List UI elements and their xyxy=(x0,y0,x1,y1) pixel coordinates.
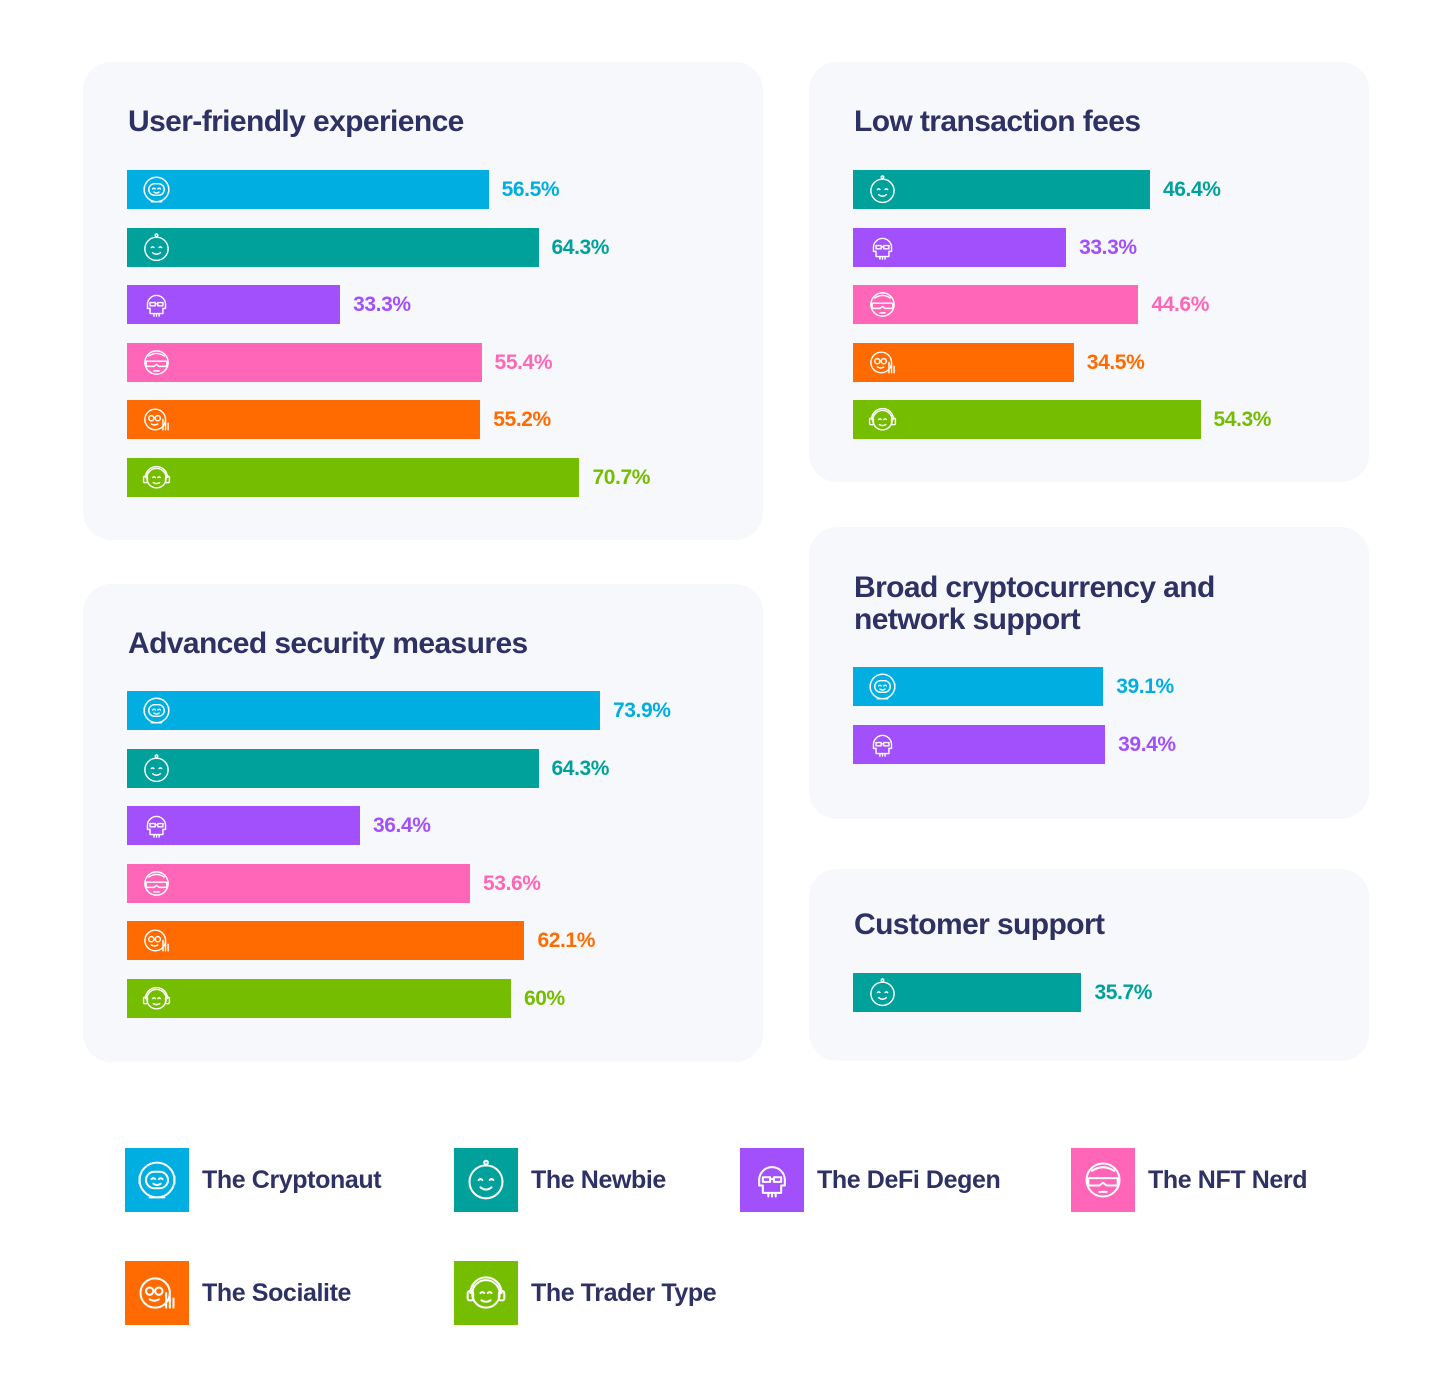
waving-face-icon xyxy=(139,1277,175,1309)
legend-swatch xyxy=(125,1148,189,1212)
bar-newbie xyxy=(127,227,539,267)
chart-card-broad-crypto-support: Broad cryptocurrency and network support… xyxy=(809,527,1369,819)
chart-card-low-transaction-fees: Low transaction fees 46.4% 33.3% 44.6% 34.5… xyxy=(809,62,1369,482)
bar-defi xyxy=(127,806,360,846)
bar-trader xyxy=(127,978,511,1018)
bar-defi xyxy=(853,724,1106,764)
baby-face-icon xyxy=(870,175,895,204)
bar-newbie xyxy=(853,170,1150,209)
bar-value-label: 55.4% xyxy=(494,350,553,374)
skull-sunglasses-icon xyxy=(872,237,893,260)
bar-newbie xyxy=(127,748,539,788)
astronaut-icon xyxy=(869,673,896,700)
chart-card-user-friendly-experience: User-friendly experience 56.5% 64.3% 33.3%… xyxy=(83,62,763,540)
bar-value-label: 39.1% xyxy=(1116,675,1174,698)
baby-face-icon xyxy=(870,978,895,1007)
bar-value-label: 33.3% xyxy=(1079,235,1137,259)
legend-swatch xyxy=(454,1148,518,1212)
vr-goggles-face-icon xyxy=(1085,1162,1121,1198)
chart-title: Customer support xyxy=(854,908,1105,941)
legend-label: The Cryptonaut xyxy=(202,1166,382,1194)
bar-socialite xyxy=(853,342,1074,382)
bar-value-label: 60% xyxy=(524,986,565,1010)
baby-face-icon xyxy=(144,232,169,261)
bar-value-label: 44.6% xyxy=(1151,293,1209,317)
bar-newbie xyxy=(853,973,1082,1012)
bar-value-label: 64.3% xyxy=(551,235,610,259)
baby-face-icon xyxy=(468,1159,504,1200)
waving-face-icon xyxy=(144,929,169,952)
astronaut-icon xyxy=(143,697,170,724)
headset-face-icon xyxy=(466,1276,506,1309)
chart-title: User-friendly experience xyxy=(128,105,464,138)
legend: The Cryptonaut The Newbie The DeFi Degen… xyxy=(125,1148,1375,1328)
bar-trader xyxy=(127,457,580,497)
legend-label: The Socialite xyxy=(202,1279,352,1307)
chart-card-customer-support: Customer support 35.7% xyxy=(809,869,1369,1061)
vr-goggles-face-icon xyxy=(870,292,895,318)
legend-label: The NFT Nerd xyxy=(1148,1166,1308,1194)
bar-value-label: 70.7% xyxy=(592,465,651,489)
bar-value-label: 64.3% xyxy=(551,756,610,780)
bar-value-label: 56.5% xyxy=(501,178,560,201)
bar-nft xyxy=(853,285,1139,325)
bar-value-label: 33.3% xyxy=(353,293,411,317)
bar-cryptonaut xyxy=(853,667,1104,706)
chart-card-advanced-security-measures: Advanced security measures 73.9% 64.3% 36.… xyxy=(83,584,763,1062)
bar-value-label: 62.1% xyxy=(537,929,595,953)
skull-sunglasses-icon xyxy=(146,815,167,839)
vr-goggles-face-icon xyxy=(144,870,169,896)
waving-face-icon xyxy=(144,408,169,431)
bar-value-label: 53.6% xyxy=(483,871,541,895)
bar-cryptonaut xyxy=(127,691,600,730)
headset-face-icon xyxy=(142,986,171,1010)
legend-swatch xyxy=(1071,1148,1135,1212)
vr-goggles-face-icon xyxy=(144,349,169,375)
bar-value-label: 54.3% xyxy=(1213,408,1272,432)
bar-value-label: 73.9% xyxy=(612,699,671,722)
bar-value-label: 34.5% xyxy=(1086,350,1145,374)
baby-face-icon xyxy=(144,753,169,782)
astronaut-icon xyxy=(138,1161,176,1199)
legend-label: The Newbie xyxy=(531,1166,666,1194)
bar-nft xyxy=(127,863,471,903)
bar-value-label: 46.4% xyxy=(1162,178,1221,201)
skull-sunglasses-icon xyxy=(872,734,893,757)
legend-label: The Trader Type xyxy=(531,1279,717,1307)
bar-socialite xyxy=(127,921,525,961)
legend-swatch xyxy=(125,1261,189,1325)
skull-sunglasses-icon xyxy=(146,294,167,318)
chart-title: Broad cryptocurrency and network support xyxy=(854,571,1215,636)
chart-title: Advanced security measures xyxy=(128,627,528,660)
bar-cryptonaut xyxy=(127,170,489,209)
bar-trader xyxy=(853,400,1201,440)
chart-title: Low transaction fees xyxy=(854,105,1141,138)
bar-defi xyxy=(853,227,1067,267)
waving-face-icon xyxy=(870,351,895,374)
headset-face-icon xyxy=(868,408,897,431)
bar-socialite xyxy=(127,400,481,440)
bar-defi xyxy=(127,285,341,325)
bar-value-label: 55.2% xyxy=(493,408,551,432)
bar-value-label: 36.4% xyxy=(372,814,431,838)
legend-swatch xyxy=(740,1148,804,1212)
astronaut-icon xyxy=(143,176,170,203)
legend-label: The DeFi Degen xyxy=(817,1166,1001,1194)
bar-value-label: 39.4% xyxy=(1118,732,1176,756)
bar-value-label: 35.7% xyxy=(1094,981,1153,1004)
bar-nft xyxy=(127,342,482,382)
legend-swatch xyxy=(454,1261,518,1325)
skull-sunglasses-icon xyxy=(758,1166,786,1198)
headset-face-icon xyxy=(142,465,171,489)
